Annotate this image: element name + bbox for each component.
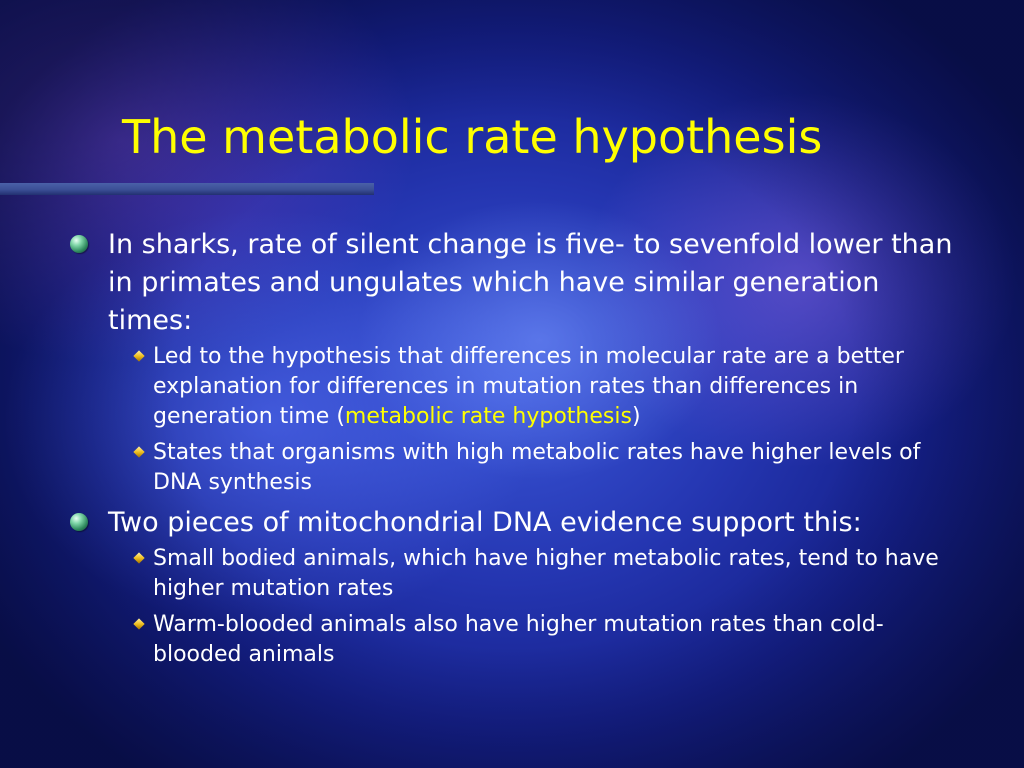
sub-bullet-item-dna-synthesis: States that organisms with high metaboli… bbox=[108, 438, 968, 498]
sub-bullet-item-hypothesis: Led to the hypothesis that differences i… bbox=[108, 342, 968, 432]
sub-bullet-text: States that organisms with high metaboli… bbox=[153, 440, 921, 495]
sub-bullet-text-before: Led to the hypothesis that differences i… bbox=[153, 344, 904, 429]
slide-title: The metabolic rate hypothesis bbox=[122, 110, 823, 164]
bullet-text: Two pieces of mitochondrial DNA evidence… bbox=[108, 507, 862, 538]
gold-diamond-bullet-icon bbox=[133, 552, 145, 564]
green-sphere-bullet-icon bbox=[70, 235, 88, 253]
sub-bullet-text: Small bodied animals, which have higher … bbox=[153, 546, 939, 601]
highlighted-term: metabolic rate hypothesis bbox=[344, 404, 632, 429]
sub-bullet-text-after: ) bbox=[631, 404, 641, 429]
bullet-item-sharks: In sharks, rate of silent change is five… bbox=[68, 226, 968, 498]
slide-body: In sharks, rate of silent change is five… bbox=[68, 226, 968, 676]
bullet-text: In sharks, rate of silent change is five… bbox=[108, 229, 953, 336]
gold-diamond-bullet-icon bbox=[133, 618, 145, 630]
sub-bullet-list: Small bodied animals, which have higher … bbox=[108, 544, 968, 670]
green-sphere-bullet-icon bbox=[70, 513, 88, 531]
bullet-item-mitochondrial: Two pieces of mitochondrial DNA evidence… bbox=[68, 504, 968, 670]
title-underline-bar bbox=[0, 183, 374, 195]
gold-diamond-bullet-icon bbox=[133, 446, 145, 458]
sub-bullet-item-small-bodied: Small bodied animals, which have higher … bbox=[108, 544, 968, 604]
sub-bullet-item-warm-blooded: Warm-blooded animals also have higher mu… bbox=[108, 610, 968, 670]
bullet-list: In sharks, rate of silent change is five… bbox=[68, 226, 968, 670]
sub-bullet-text: Warm-blooded animals also have higher mu… bbox=[153, 612, 884, 667]
gold-diamond-bullet-icon bbox=[133, 350, 145, 362]
sub-bullet-list: Led to the hypothesis that differences i… bbox=[108, 342, 968, 498]
